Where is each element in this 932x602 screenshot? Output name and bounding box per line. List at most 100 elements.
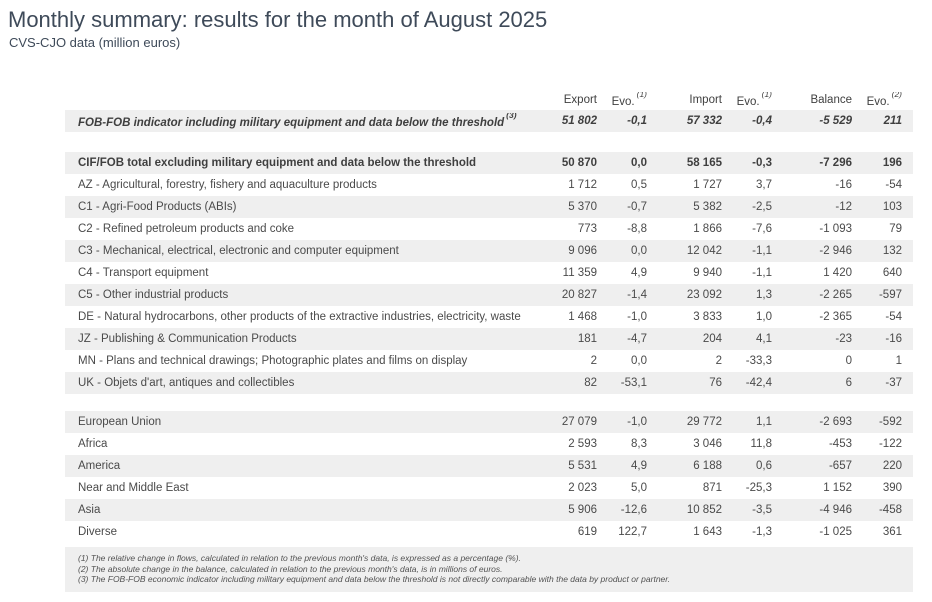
value-cell: 10 852 bbox=[686, 504, 722, 516]
value-cell: -122 bbox=[878, 438, 902, 450]
value-cell: -2 265 bbox=[819, 289, 852, 301]
table-row: JZ - Publishing & Communication Products… bbox=[65, 328, 913, 350]
value-cell: 361 bbox=[882, 526, 902, 538]
value-cell: 773 bbox=[577, 223, 597, 235]
value-cell: 11,8 bbox=[750, 438, 772, 450]
value-cell: 1 712 bbox=[568, 179, 597, 191]
value-cell: -1,0 bbox=[627, 311, 647, 323]
column-header-label: Export bbox=[563, 94, 597, 106]
value-cell: 76 bbox=[709, 377, 722, 389]
table-row: Asia 5 906 -12,6 10 852 -3,5 -4 946 -458 bbox=[65, 499, 913, 521]
value-cell: 4,1 bbox=[756, 333, 772, 345]
value-cell: 12 042 bbox=[686, 245, 722, 257]
value-cell: -597 bbox=[878, 289, 902, 301]
column-header: Evo.(2) bbox=[852, 92, 902, 108]
row-label: America bbox=[65, 460, 537, 472]
row-label-text: C3 - Mechanical, electrical, electronic … bbox=[78, 245, 399, 257]
value-cell: 871 bbox=[702, 482, 722, 494]
value-cell: -0,1 bbox=[627, 115, 647, 127]
value-cell: 640 bbox=[882, 267, 902, 279]
row-label: C5 - Other industrial products bbox=[65, 289, 537, 301]
value-cell: -12,6 bbox=[620, 504, 647, 516]
value-cell: 122,7 bbox=[618, 526, 647, 538]
value-cell: 3 046 bbox=[693, 438, 722, 450]
value-cell: 1 866 bbox=[693, 223, 722, 235]
row-label-text: C1 - Agri-Food Products (ABIs) bbox=[78, 201, 237, 213]
report-page: Monthly summary: results for the month o… bbox=[0, 7, 932, 592]
value-cell: 51 802 bbox=[561, 115, 597, 127]
row-label-text: DE - Natural hydrocarbons, other product… bbox=[78, 311, 521, 323]
value-cell: 9 940 bbox=[693, 267, 722, 279]
value-cell: -4 946 bbox=[819, 504, 852, 516]
table-row: America 5 531 4,9 6 188 0,6 -657 220 bbox=[65, 455, 913, 477]
row-label-text: C5 - Other industrial products bbox=[78, 289, 229, 301]
row-label-text: Near and Middle East bbox=[78, 482, 189, 494]
row-label: C3 - Mechanical, electrical, electronic … bbox=[65, 245, 537, 257]
value-cell: 5 382 bbox=[693, 201, 722, 213]
value-cell: -0,7 bbox=[627, 201, 647, 213]
value-cell: 2 593 bbox=[568, 438, 597, 450]
footnote-ref: (1) bbox=[636, 92, 647, 99]
value-cell: 0,0 bbox=[631, 245, 647, 257]
row-label: C4 - Transport equipment bbox=[65, 267, 537, 279]
column-header: Import bbox=[647, 94, 722, 106]
row-label: C2 - Refined petroleum products and coke bbox=[65, 223, 537, 235]
row-label-text: Diverse bbox=[78, 526, 117, 538]
value-cell: -53,1 bbox=[620, 377, 647, 389]
table-row: C1 - Agri-Food Products (ABIs) 5 370 -0,7 5… bbox=[65, 196, 913, 218]
value-cell: 1 420 bbox=[823, 267, 852, 279]
value-cell: 2 bbox=[715, 355, 722, 367]
table-row: CIF/FOB total excluding military equipme… bbox=[65, 152, 913, 174]
value-cell: 29 772 bbox=[686, 416, 722, 428]
table-row: UK - Objets d'art, antiques and collecti… bbox=[65, 372, 913, 394]
value-cell: 8,3 bbox=[631, 438, 647, 450]
value-cell: -1,4 bbox=[627, 289, 647, 301]
footnote-line: (1) The relative change in flows, calcul… bbox=[78, 553, 521, 563]
row-label: European Union bbox=[65, 416, 537, 428]
value-cell: -1,3 bbox=[752, 526, 772, 538]
row-label-text: JZ - Publishing & Communication Products bbox=[78, 333, 297, 345]
table-row: C4 - Transport equipment 11 359 4,9 9 940 -1… bbox=[65, 262, 913, 284]
value-cell: -37 bbox=[885, 377, 902, 389]
value-cell: 5 531 bbox=[568, 460, 597, 472]
value-cell: 9 096 bbox=[568, 245, 597, 257]
value-cell: 4,9 bbox=[631, 460, 647, 472]
table-row: AZ - Agricultural, forestry, fishery and… bbox=[65, 174, 913, 196]
value-cell: -12 bbox=[835, 201, 852, 213]
value-cell: 57 332 bbox=[686, 115, 722, 127]
value-cell: -8,8 bbox=[627, 223, 647, 235]
row-label-text: European Union bbox=[78, 416, 162, 428]
row-label-text: MN - Plans and technical drawings; Photo… bbox=[78, 355, 468, 367]
table-section: European Union 27 079 -1,0 29 772 1,1 -2 693 -… bbox=[65, 411, 913, 543]
value-cell: -54 bbox=[885, 311, 902, 323]
value-cell: -2 946 bbox=[819, 245, 852, 257]
row-label-text: CIF/FOB total excluding military equipme… bbox=[78, 157, 477, 169]
value-cell: -458 bbox=[878, 504, 902, 516]
value-cell: -16 bbox=[835, 179, 852, 191]
value-cell: -1,1 bbox=[752, 245, 772, 257]
value-cell: 3 833 bbox=[693, 311, 722, 323]
table-row: DE - Natural hydrocarbons, other product… bbox=[65, 306, 913, 328]
value-cell: 1 152 bbox=[823, 482, 852, 494]
footnote-line: (2) The absolute change in the balance, … bbox=[78, 563, 503, 574]
value-cell: 1 727 bbox=[693, 179, 722, 191]
row-label: DE - Natural hydrocarbons, other product… bbox=[65, 311, 537, 323]
value-cell: 27 079 bbox=[561, 416, 597, 428]
footnote-ref: (3) bbox=[506, 113, 517, 120]
footnote-line: (3) The FOB-FOB economic indicator inclu… bbox=[78, 574, 671, 584]
value-cell: -2 693 bbox=[819, 416, 852, 428]
value-cell: -2 365 bbox=[819, 311, 852, 323]
value-cell: 619 bbox=[577, 526, 597, 538]
value-cell: -54 bbox=[885, 179, 902, 191]
row-label-text: Asia bbox=[78, 504, 101, 516]
row-label: FOB-FOB indicator including military equ… bbox=[65, 113, 537, 129]
table-section: FOB-FOB indicator including military equ… bbox=[65, 110, 913, 132]
row-label-text: AZ - Agricultural, forestry, fishery and… bbox=[78, 179, 377, 191]
value-cell: 220 bbox=[882, 460, 902, 472]
value-cell: 181 bbox=[577, 333, 597, 345]
value-cell: 1 bbox=[895, 355, 902, 367]
value-cell: -7,6 bbox=[752, 223, 772, 235]
row-label: C1 - Agri-Food Products (ABIs) bbox=[65, 201, 537, 213]
value-cell: 3,7 bbox=[756, 179, 772, 191]
value-cell: 6 188 bbox=[693, 460, 722, 472]
